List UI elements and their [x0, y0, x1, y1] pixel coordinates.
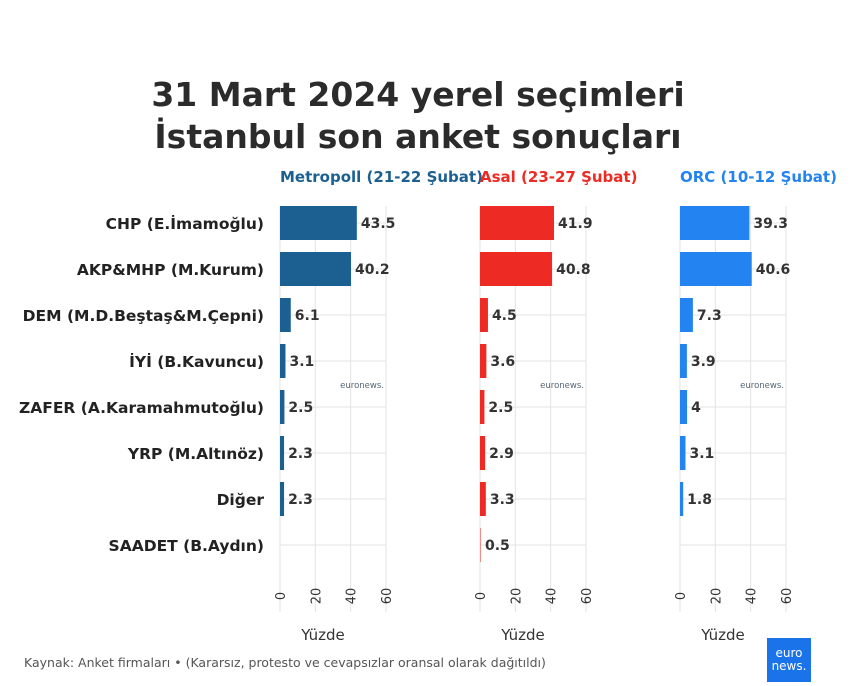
category-label: AKP&MHP (M.Kurum) [77, 261, 264, 279]
data-bar [480, 298, 488, 332]
x-axis-title: Yüzde [500, 626, 545, 640]
data-bar [680, 436, 686, 470]
data-label: 43.5 [361, 216, 396, 232]
category-label: CHP (E.İmamoğlu) [106, 214, 264, 233]
x-axis-title: Yüzde [300, 626, 345, 640]
category-label: SAADET (B.Aydın) [109, 537, 264, 555]
data-bar [680, 298, 693, 332]
panel-header: ORC (10-12 Şubat) [680, 168, 837, 186]
chart-title: 31 Mart 2024 yerel seçimleri İstanbul so… [0, 74, 836, 158]
x-tick-label: 0 [274, 592, 289, 600]
data-label: 2.3 [288, 446, 313, 462]
data-label: 39.3 [753, 216, 788, 232]
data-bar [680, 390, 688, 424]
watermark: euronews. [540, 381, 584, 391]
data-label: 0.5 [485, 538, 510, 554]
data-bar [280, 436, 285, 470]
data-bar [480, 344, 487, 378]
data-bar [680, 206, 750, 240]
x-tick-label: 40 [745, 588, 760, 605]
logo-line-1: euro [775, 646, 803, 660]
x-tick-label: 20 [509, 588, 524, 605]
data-bar [480, 528, 481, 562]
watermark: euronews. [340, 381, 384, 391]
data-label: 40.2 [355, 262, 390, 278]
poll-bar-chart: CHP (E.İmamoğlu) AKP&MHP (M.Kurum) DEM (M.… [19, 168, 837, 640]
data-bar [480, 252, 553, 286]
x-axis-title: Yüzde [700, 626, 745, 640]
data-label: 40.8 [556, 262, 591, 278]
chart-title-line-1: 31 Mart 2024 yerel seçimleri [151, 75, 685, 114]
data-bar [680, 482, 684, 516]
data-label: 4 [691, 400, 701, 416]
data-label: 2.5 [488, 400, 513, 416]
x-tick-label: 60 [580, 588, 595, 605]
category-label: DEM (M.D.Beştaş&M.Çepni) [23, 307, 264, 325]
x-tick-label: 60 [780, 588, 795, 605]
x-tick-label: 40 [545, 588, 560, 605]
data-label: 3.1 [689, 446, 714, 462]
x-tick-label: 20 [309, 588, 324, 605]
data-bar [480, 390, 485, 424]
category-label: İYİ (B.Kavuncu) [129, 352, 264, 371]
data-label: 40.6 [756, 262, 791, 278]
category-label: Diğer [217, 491, 265, 509]
data-bar [680, 252, 752, 286]
data-bar [480, 206, 555, 240]
x-tick-label: 0 [674, 592, 689, 600]
data-bar [280, 298, 291, 332]
category-label: ZAFER (A.Karamahmutoğlu) [19, 399, 264, 417]
data-label: 7.3 [697, 308, 722, 324]
x-tick-label: 60 [380, 588, 395, 605]
data-label: 3.3 [490, 492, 515, 508]
data-bar [280, 206, 357, 240]
data-bar [480, 482, 486, 516]
data-label: 3.1 [289, 354, 314, 370]
data-label: 2.9 [489, 446, 514, 462]
data-bar [280, 482, 285, 516]
category-label: YRP (M.Altınöz) [127, 445, 264, 463]
data-label: 2.5 [288, 400, 313, 416]
x-tick-label: 0 [474, 592, 489, 600]
data-label: 2.3 [288, 492, 313, 508]
data-label: 4.5 [492, 308, 517, 324]
source-note: Kaynak: Anket firmaları • (Kararsız, pro… [24, 655, 546, 670]
data-label: 1.8 [687, 492, 712, 508]
data-label: 3.6 [490, 354, 515, 370]
x-tick-label: 40 [345, 588, 360, 605]
watermark: euronews. [740, 381, 784, 391]
data-bar [280, 344, 286, 378]
data-bar [480, 436, 486, 470]
logo-line-2: news. [771, 659, 807, 673]
euronews-logo: euro news. [767, 638, 811, 682]
data-label: 41.9 [558, 216, 593, 232]
data-bar [280, 390, 285, 424]
data-bar [680, 344, 687, 378]
data-label: 6.1 [295, 308, 320, 324]
data-label: 3.9 [691, 354, 716, 370]
x-tick-label: 20 [709, 588, 724, 605]
panel-header: Metropoll (21-22 Şubat) [280, 168, 483, 186]
data-bar [280, 252, 352, 286]
chart-title-line-2: İstanbul son anket sonuçları [154, 117, 682, 156]
panel-header: Asal (23-27 Şubat) [480, 168, 637, 186]
